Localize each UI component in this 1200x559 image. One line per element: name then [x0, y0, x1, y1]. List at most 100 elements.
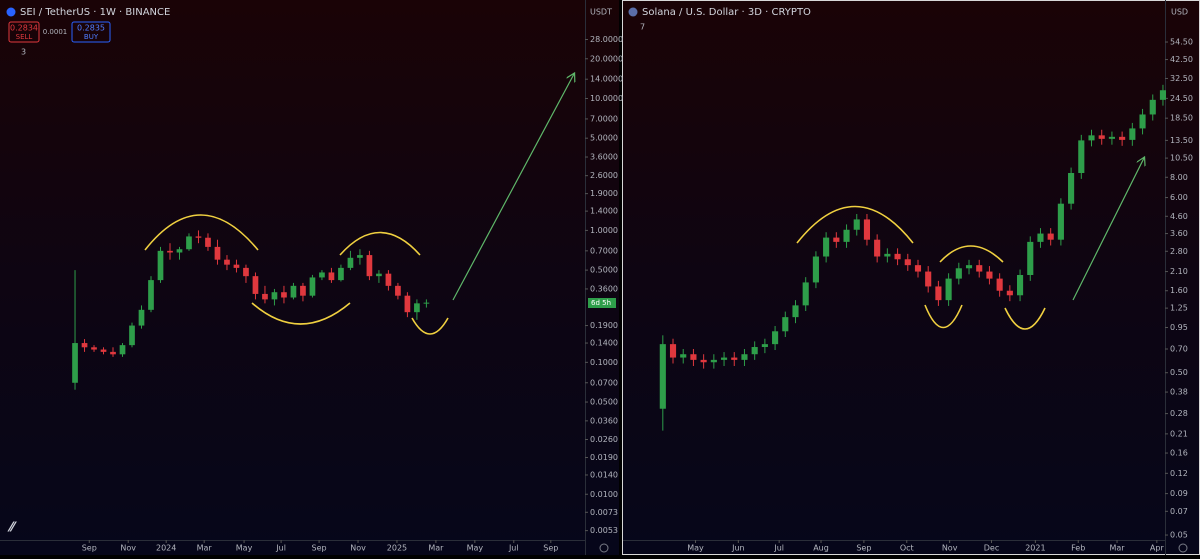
indicators-count[interactable]: 7	[640, 23, 645, 32]
x-tick-label: May	[687, 544, 704, 553]
y-tick-label: 0.0360	[590, 416, 618, 425]
candle-body	[1088, 135, 1095, 141]
x-tick-label: Sep	[543, 544, 558, 553]
currency[interactable]: USDT	[590, 8, 612, 17]
candle-body	[385, 273, 392, 286]
candle-body	[1129, 128, 1136, 140]
candle-body	[965, 265, 973, 269]
right-panel	[622, 0, 1200, 555]
indicators-count[interactable]: 3	[21, 48, 26, 57]
y-tick-label: 0.0500	[590, 398, 618, 407]
candle-body	[214, 246, 221, 260]
annotations	[144, 205, 1046, 335]
candle-body	[129, 325, 135, 346]
candle-body	[357, 255, 363, 258]
candle-body	[874, 239, 881, 257]
x-tick-label: May	[236, 544, 253, 553]
y-tick-label: 0.0073	[590, 508, 618, 517]
candle-body	[894, 253, 901, 260]
sell-button[interactable]	[8, 21, 40, 43]
candle-body	[843, 229, 850, 242]
y-tick-label: 0.1000	[590, 358, 618, 367]
y-tick-label: 0.5000	[590, 266, 618, 275]
sell-price: 0.2834	[10, 24, 38, 33]
x-tick-label: Nov	[120, 544, 136, 553]
settings-icon[interactable]	[599, 543, 609, 553]
candle-body	[1037, 233, 1044, 242]
candle-body	[119, 345, 126, 355]
y-tick-label: 10.0000	[590, 94, 623, 103]
y-tick-label: 0.0190	[590, 453, 618, 462]
currency[interactable]: USD	[1171, 8, 1188, 17]
buy-price: 0.2835	[77, 24, 105, 33]
y-tick-label: 14.0000	[590, 75, 623, 84]
candle-body	[347, 257, 354, 268]
candle-body	[319, 272, 325, 278]
buy-label: BUY	[84, 33, 99, 41]
y-tick-label: 3.60	[1170, 229, 1188, 238]
y-tick-label: 0.7000	[590, 246, 618, 255]
candle-body	[404, 295, 411, 313]
candle-body	[281, 292, 287, 298]
x-tick-label: Mar	[197, 544, 213, 553]
y-tick-label: 0.95	[1170, 323, 1188, 332]
candle-body	[812, 256, 819, 283]
candle-body	[751, 347, 758, 355]
candle-body	[782, 317, 789, 332]
y-tick-label: 0.0260	[590, 435, 618, 444]
candle-body	[925, 271, 932, 287]
logo: ⁄⁄	[7, 521, 17, 536]
y-tick-label: 0.0053	[590, 526, 618, 535]
x-tick-label: Jun	[731, 544, 745, 553]
candle-body	[271, 292, 278, 300]
candle-body	[252, 276, 259, 294]
x-tick-label: Jul	[773, 544, 784, 553]
candle-body	[186, 236, 192, 250]
x-tick-label: Dec	[984, 544, 999, 553]
x-tick-label: Oct	[900, 544, 914, 553]
candle-body	[710, 359, 717, 363]
candle-body	[1078, 140, 1085, 174]
y-tick-label: 6.00	[1170, 193, 1188, 202]
candle-body	[1027, 241, 1034, 275]
candle-body	[945, 278, 952, 301]
candle-body	[1057, 203, 1064, 240]
candle-body	[853, 219, 860, 230]
candle-body	[338, 267, 344, 281]
buy-button[interactable]	[71, 21, 111, 43]
candle-body	[690, 354, 697, 360]
y-tick-label: 0.1900	[590, 321, 618, 330]
candle-body	[167, 250, 173, 253]
candle-body	[414, 303, 420, 313]
x-tick-label: Mar	[428, 544, 444, 553]
y-tick-label: 0.05	[1170, 531, 1188, 540]
y-tick-label: 20.0000	[590, 54, 623, 63]
countdown: 6d 5h	[591, 299, 611, 307]
y-tick-label: 1.25	[1170, 304, 1188, 313]
candle-body	[176, 249, 183, 253]
x-tick-label: Sep	[82, 544, 97, 553]
settings-icon[interactable]	[1178, 543, 1188, 553]
y-tick-label: 2.6000	[590, 171, 618, 180]
candle-body	[720, 357, 728, 360]
y-tick-label: 7.0000	[590, 114, 618, 123]
candle-body	[823, 237, 830, 257]
y-tick-label: 0.70	[1170, 345, 1188, 354]
x-tick-label: 2025	[387, 544, 407, 553]
x-tick-label: Feb	[1071, 544, 1085, 553]
y-tick-label: 0.50	[1170, 368, 1188, 377]
y-tick-label: 0.12	[1170, 469, 1188, 478]
candle-body	[243, 267, 249, 277]
x-tick-label: Nov	[942, 544, 958, 553]
candle-body	[376, 273, 382, 277]
candle-body	[233, 264, 240, 268]
x-tick-label: Sep	[856, 544, 871, 553]
y-tick-label: 10.50	[1170, 154, 1193, 163]
candle-body	[761, 344, 768, 348]
candle-body	[110, 351, 116, 355]
arrow	[1072, 158, 1144, 301]
y-tick-label: 13.50	[1170, 136, 1193, 145]
y-tick-label: 0.38	[1170, 388, 1188, 397]
y-tick-label: 0.21	[1170, 429, 1188, 438]
y-tick-label: 1.9000	[590, 189, 618, 198]
